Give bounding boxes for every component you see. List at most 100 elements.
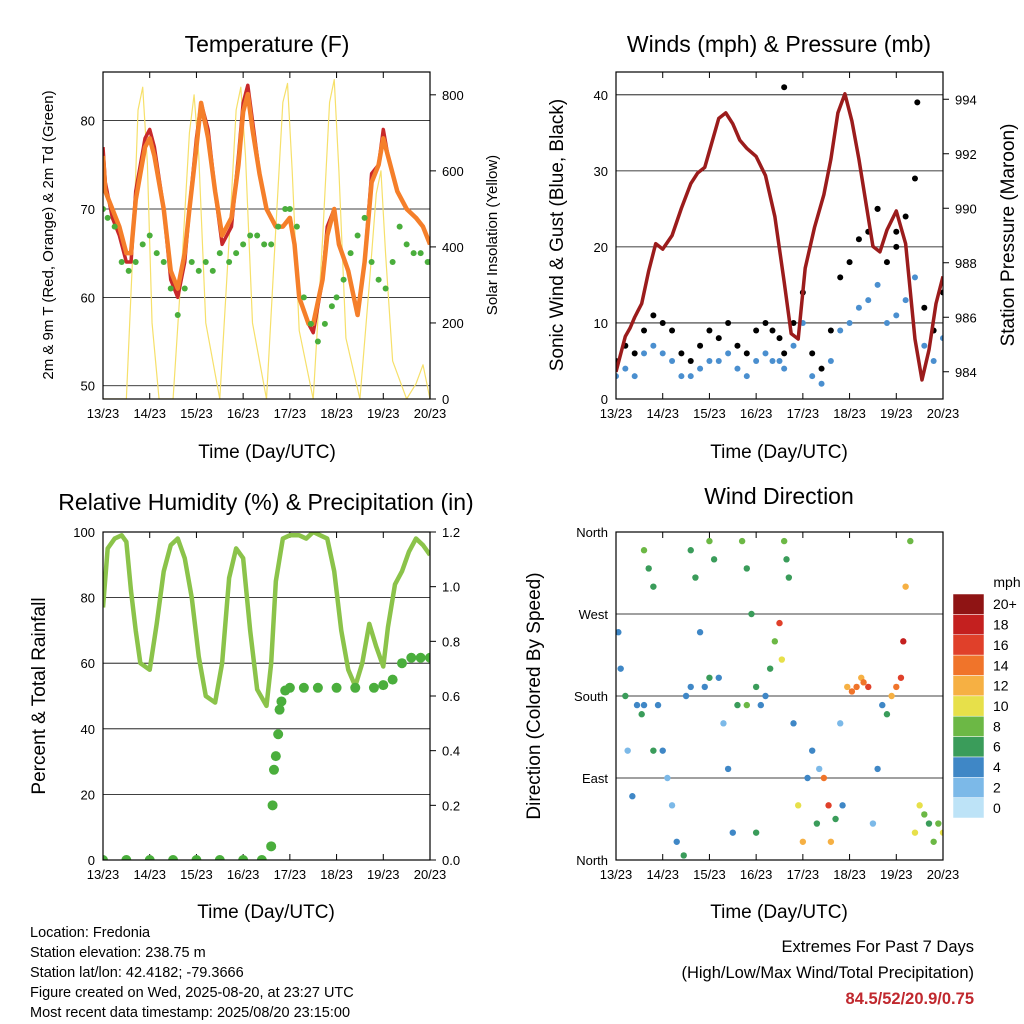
precip-point xyxy=(191,855,202,860)
x-tick-label: 17/23 xyxy=(274,867,307,882)
wind-point xyxy=(622,365,629,372)
x-tick-label: 17/23 xyxy=(274,406,307,421)
direction-point xyxy=(809,747,816,754)
y2-tick-label: 994 xyxy=(955,92,977,107)
gust-point xyxy=(914,99,921,106)
precip-point xyxy=(284,682,295,693)
wind-point xyxy=(776,357,783,364)
direction-point xyxy=(616,629,622,636)
gust-point xyxy=(678,350,685,357)
winds-pressure-plot-area: 0 10 20 30 40 984 986 988 990 992 994 13/23 14/23 15/… xyxy=(594,71,977,421)
dew-point xyxy=(321,320,328,327)
x-tick-label: 20/23 xyxy=(414,406,447,421)
y-tick-label: East xyxy=(582,771,608,786)
direction-point xyxy=(638,711,645,718)
wind-point xyxy=(846,319,853,326)
dew-point xyxy=(111,223,118,230)
colorbar-label: 12 xyxy=(993,678,1009,694)
precip-point xyxy=(144,855,155,860)
direction-point xyxy=(893,683,900,691)
wind-point xyxy=(631,373,638,380)
gust-point xyxy=(669,327,676,334)
direction-point xyxy=(844,683,851,691)
wind-point xyxy=(678,373,685,380)
direction-point xyxy=(633,701,641,709)
gust-point xyxy=(837,274,844,281)
dew-point xyxy=(226,259,233,266)
direction-point xyxy=(659,747,666,754)
dew-point xyxy=(132,259,139,266)
wind-point xyxy=(706,357,713,364)
wind-point xyxy=(893,312,900,319)
direction-point xyxy=(729,829,736,836)
precip-point xyxy=(312,682,323,693)
plot-frame xyxy=(102,531,431,861)
dew-point xyxy=(261,241,268,248)
precip-point xyxy=(331,682,342,693)
direction-point xyxy=(640,547,648,554)
direction-point xyxy=(766,665,774,672)
dew-point xyxy=(307,320,314,327)
y-tick-label: North xyxy=(576,853,608,868)
gust-point xyxy=(659,319,666,326)
humidity-x-axis-label: Time (Day/UTC) xyxy=(197,902,335,923)
direction-point xyxy=(706,537,713,545)
x-tick-label: 19/23 xyxy=(880,867,913,882)
precip-point xyxy=(238,855,249,860)
direction-point xyxy=(900,638,907,645)
direction-point xyxy=(776,619,783,627)
dew-point xyxy=(174,312,181,319)
direction-point xyxy=(640,701,648,709)
precip-point xyxy=(415,652,426,663)
x-tick-label: 15/23 xyxy=(180,406,213,421)
direction-point xyxy=(748,610,755,618)
precip-point xyxy=(268,764,279,775)
colorbar-swatch xyxy=(952,736,985,758)
direction-point xyxy=(738,537,746,545)
dew-point xyxy=(202,259,209,266)
direction-point xyxy=(668,802,676,809)
gust-point xyxy=(776,335,783,342)
y-tick-label: 0 xyxy=(601,392,608,407)
dew-point xyxy=(417,250,424,257)
wind-point xyxy=(616,373,619,380)
precip-point xyxy=(276,696,287,707)
direction-point xyxy=(692,574,699,581)
direction-point xyxy=(687,547,694,554)
direction-point xyxy=(921,811,928,818)
x-tick-label: 20/23 xyxy=(927,867,960,882)
figure-created: Figure created on Wed, 2025-08-20, at 23… xyxy=(30,985,354,1001)
gust-point xyxy=(790,319,797,326)
colorbar-swatch xyxy=(952,756,985,778)
precip-point xyxy=(368,682,379,693)
speed-colorbar: mph 0 2 4 6 8 10 12 14 16 18 20+ xyxy=(952,574,1021,819)
y2-tick-label: 0.0 xyxy=(442,853,460,868)
wind-point xyxy=(902,297,909,304)
wind-point xyxy=(865,297,872,304)
wind-point xyxy=(734,365,741,372)
x-tick-label: 17/23 xyxy=(787,406,820,421)
gust-point xyxy=(769,327,776,334)
extremes-block: Extremes For Past 7 Days (High/Low/Max W… xyxy=(681,934,974,1012)
colorbar-label: 4 xyxy=(993,759,1001,775)
dew-point xyxy=(209,267,216,274)
dew-point xyxy=(389,259,396,266)
precip-point xyxy=(103,855,108,860)
direction-point xyxy=(874,765,881,773)
wind-point xyxy=(790,342,797,349)
dew-point xyxy=(216,250,223,257)
y2-tick-label: 0.2 xyxy=(442,798,460,813)
direction-point xyxy=(939,829,943,836)
y2-tick-label: 1.2 xyxy=(442,525,460,540)
direction-point xyxy=(724,765,732,773)
extremes-subheading: (High/Low/Max Wind/Total Precipitation) xyxy=(681,964,974,982)
colorbar-label: 6 xyxy=(993,739,1001,755)
gust-point xyxy=(781,84,788,91)
gust-point xyxy=(641,327,648,334)
precip-point xyxy=(168,855,179,860)
direction-point xyxy=(687,683,694,691)
y-tick-label: West xyxy=(579,607,609,622)
y-tick-label: North xyxy=(576,525,608,540)
dew-point xyxy=(103,205,106,212)
